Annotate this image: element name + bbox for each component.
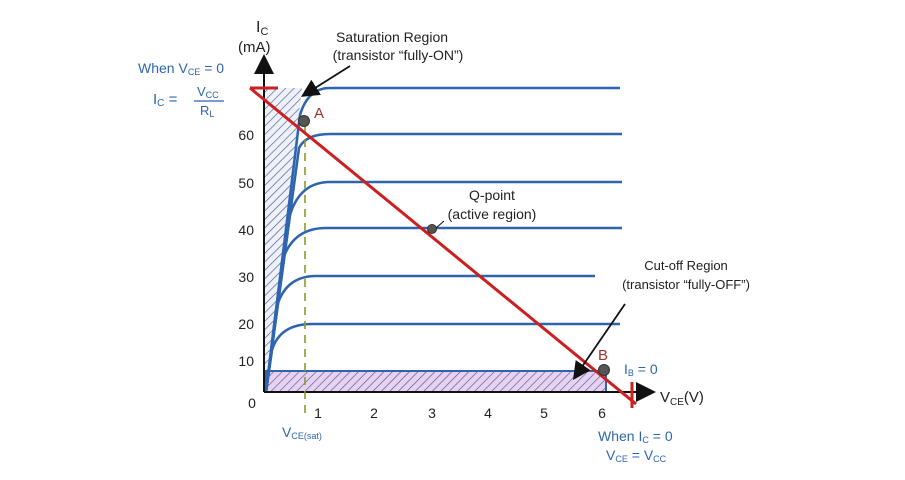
curve-ib-1	[264, 322, 620, 393]
x-tick-0: 0	[248, 395, 256, 411]
q-point-marker	[427, 224, 437, 234]
y-tick-10: 10	[238, 353, 254, 369]
curve-ib-3	[264, 226, 622, 393]
curve-ib-4	[264, 180, 622, 393]
point-b-label: B	[598, 347, 608, 364]
bottom-condition-line1: When IC = 0	[598, 428, 673, 445]
characteristic-curves	[264, 86, 622, 393]
saturation-label-line1: Saturation Region	[336, 29, 448, 45]
x-tick-labels: 0 1 2 3 4 5 6	[248, 395, 606, 421]
y-axis-label: IC	[256, 19, 268, 38]
left-condition-line1: When VCE = 0	[138, 60, 224, 77]
saturation-region	[264, 88, 302, 392]
load-line	[249, 86, 637, 406]
y-tick-labels: 60 50 40 30 20 10	[238, 127, 254, 369]
cutoff-arrow	[572, 303, 626, 380]
x-tick-2: 2	[370, 405, 378, 421]
y-tick-20: 20	[238, 316, 254, 332]
x-tick-4: 4	[484, 405, 492, 421]
point-a-label: A	[314, 105, 324, 122]
qpoint-pointer	[435, 220, 445, 229]
cutoff-label-line1: Cut-off Region	[644, 258, 728, 273]
y-axis-unit: (mA)	[238, 39, 271, 56]
y-tick-40: 40	[238, 222, 254, 238]
bottom-condition-line2: VCE = VCC	[606, 447, 667, 464]
x-tick-5: 5	[540, 405, 548, 421]
x-tick-1: 1	[314, 405, 322, 421]
x-tick-6: 6	[598, 405, 606, 421]
ib-zero-label: IB = 0	[624, 361, 658, 378]
curve-ib-2	[264, 274, 595, 393]
left-condition-denominator: RL	[200, 103, 214, 119]
x-axis-label: VCE(V)	[660, 389, 704, 408]
qpoint-label-line1: Q-point	[469, 187, 515, 203]
y-tick-50: 50	[238, 175, 254, 191]
x-tick-3: 3	[428, 405, 436, 421]
cutoff-region	[265, 370, 607, 393]
y-tick-60: 60	[238, 127, 254, 143]
cutoff-label-line2: (transistor “fully-OFF”)	[622, 277, 750, 292]
left-condition-numerator: VCC	[197, 84, 219, 100]
curve-ib-5	[264, 132, 622, 393]
point-a-marker	[298, 115, 310, 127]
point-b-marker	[598, 364, 610, 376]
saturation-label-line2: (transistor “fully-ON”)	[333, 47, 464, 63]
y-tick-30: 30	[238, 269, 254, 285]
saturation-arrow	[300, 65, 351, 97]
qpoint-label-line2: (active region)	[448, 206, 537, 222]
vce-sat-label: VCE(sat)	[282, 424, 322, 441]
left-condition-ic: IC =	[153, 91, 178, 109]
